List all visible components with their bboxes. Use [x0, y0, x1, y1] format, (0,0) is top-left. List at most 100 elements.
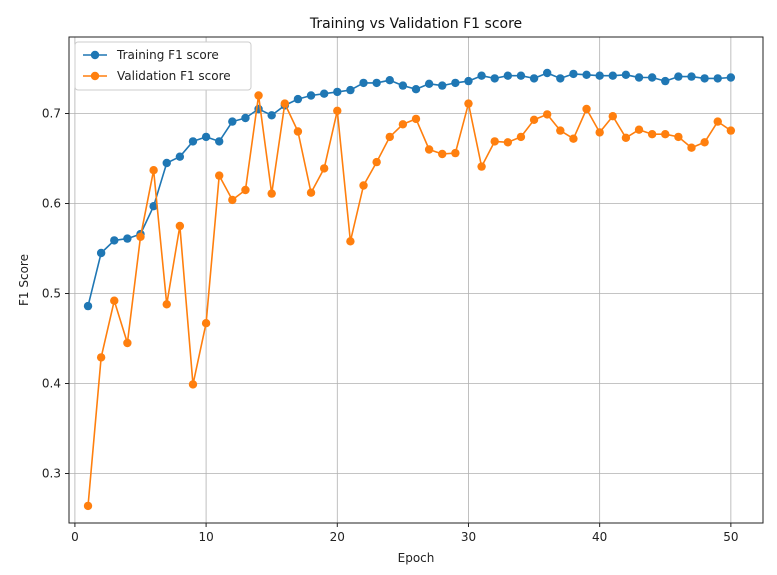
- data-point-validation: [175, 221, 185, 231]
- x-tick-label: 30: [461, 530, 476, 544]
- data-point-training: [595, 71, 604, 80]
- y-tick-label: 0.6: [42, 197, 61, 211]
- legend-marker-training: [90, 50, 100, 60]
- x-axis-label: Epoch: [398, 551, 435, 565]
- data-point-validation: [123, 338, 132, 348]
- x-tick-label: 0: [71, 530, 79, 544]
- legend-marker-validation: [90, 71, 100, 81]
- data-point-validation: [306, 188, 316, 197]
- data-point-validation: [464, 99, 473, 108]
- y-axis-ticks: 0.3 0.4 0.5 0.6 0.7: [42, 107, 69, 481]
- data-point-validation: [83, 501, 93, 511]
- data-point-training: [700, 74, 709, 83]
- data-point-training: [464, 76, 473, 86]
- series-training: [83, 68, 736, 311]
- y-tick-label: 0.4: [42, 377, 61, 391]
- data-point-training: [306, 91, 316, 100]
- x-tick-label: 20: [330, 530, 345, 544]
- data-point-training: [556, 74, 565, 83]
- data-point-training: [477, 71, 486, 80]
- data-point-validation: [438, 149, 447, 159]
- legend-box: [74, 41, 252, 91]
- data-point-validation: [608, 112, 617, 121]
- series-validation: [83, 91, 736, 511]
- data-point-validation: [346, 237, 355, 246]
- data-point-validation: [477, 162, 486, 171]
- data-point-validation: [687, 143, 696, 152]
- data-point-training: [582, 70, 591, 80]
- data-point-validation: [516, 132, 526, 142]
- data-point-training: [529, 74, 539, 83]
- data-point-training: [83, 301, 93, 311]
- data-point-validation: [254, 91, 263, 100]
- data-point-training: [293, 94, 303, 104]
- data-point-validation: [621, 133, 631, 142]
- data-point-training: [333, 87, 342, 97]
- data-point-training: [411, 85, 421, 94]
- x-axis-ticks: 0 10 20 30 40 50: [71, 523, 738, 544]
- data-point-training: [123, 234, 132, 243]
- data-point-validation: [674, 132, 683, 142]
- data-point-training: [228, 117, 237, 126]
- data-point-validation: [201, 319, 211, 328]
- data-point-validation: [398, 120, 408, 129]
- series-line-validation: [87, 94, 732, 506]
- data-point-training: [398, 81, 408, 90]
- data-point-validation: [293, 127, 303, 136]
- data-point-training: [241, 113, 250, 123]
- data-point-validation: [136, 232, 145, 241]
- data-point-validation: [424, 145, 434, 154]
- data-point-validation: [267, 189, 276, 198]
- data-point-training: [621, 70, 631, 80]
- data-point-validation: [490, 137, 499, 146]
- data-point-training: [687, 72, 696, 81]
- data-point-training: [424, 79, 434, 89]
- y-tick-label: 0.7: [42, 107, 61, 121]
- y-tick-label: 0.3: [42, 467, 61, 481]
- data-point-validation: [241, 185, 250, 195]
- data-point-training: [215, 137, 224, 146]
- data-point-validation: [188, 380, 198, 389]
- data-point-validation: [372, 157, 381, 167]
- data-point-training: [503, 71, 513, 80]
- data-point-training: [661, 76, 670, 86]
- plot-area: [68, 36, 764, 524]
- data-point-validation: [634, 125, 644, 134]
- data-point-training: [674, 72, 683, 81]
- data-point-validation: [700, 138, 709, 147]
- data-point-training: [713, 74, 722, 83]
- data-point-training: [385, 76, 394, 85]
- data-point-validation: [149, 166, 158, 175]
- data-point-validation: [411, 114, 421, 124]
- series-layer: [83, 68, 736, 511]
- plot-border: [68, 36, 764, 524]
- data-point-validation: [595, 128, 604, 137]
- data-point-training: [201, 132, 211, 142]
- x-tick-label: 10: [198, 530, 213, 544]
- data-point-validation: [451, 148, 460, 158]
- data-point-validation: [96, 353, 106, 362]
- data-point-training: [110, 236, 119, 245]
- data-point-validation: [556, 126, 565, 135]
- data-point-validation: [228, 195, 237, 205]
- data-point-validation: [215, 171, 224, 180]
- data-point-validation: [569, 134, 578, 143]
- legend-label-training: Training F1 score: [116, 48, 219, 62]
- data-point-validation: [162, 300, 171, 309]
- data-point-training: [175, 152, 185, 161]
- data-point-validation: [726, 126, 736, 135]
- data-point-training: [516, 71, 526, 80]
- data-point-training: [634, 73, 644, 82]
- data-point-validation: [582, 104, 591, 114]
- legend: Training F1 score Validation F1 score: [74, 41, 252, 91]
- data-point-training: [542, 68, 552, 78]
- data-point-training: [96, 248, 106, 258]
- data-point-validation: [110, 296, 119, 305]
- data-point-training: [372, 78, 381, 88]
- data-point-validation: [503, 138, 513, 147]
- data-point-training: [490, 74, 499, 83]
- data-point-validation: [280, 99, 290, 108]
- data-point-validation: [319, 164, 329, 173]
- y-tick-label: 0.5: [42, 287, 61, 301]
